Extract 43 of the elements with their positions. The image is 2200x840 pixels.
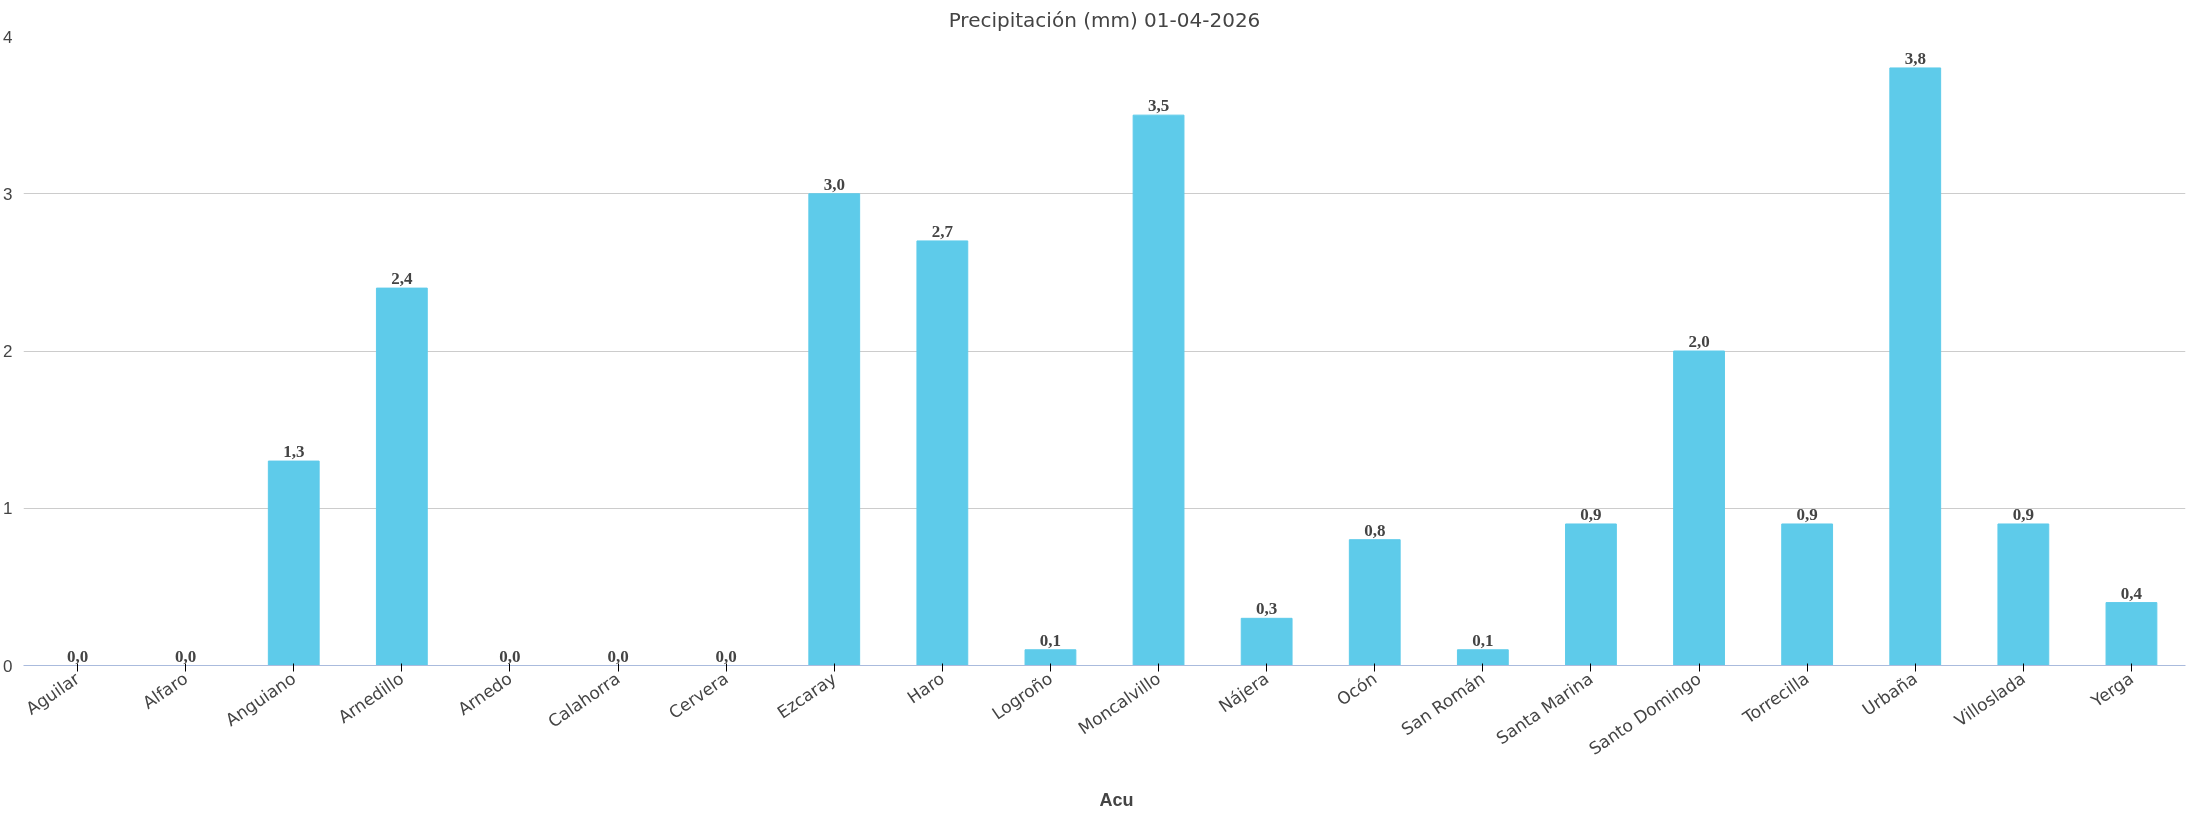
bar: [2105, 602, 2158, 666]
bar: [1240, 617, 1293, 666]
text: 0,9: [1796, 504, 1818, 524]
text: 0,0: [607, 646, 629, 666]
text: 0,9: [2012, 504, 2034, 524]
text: 3,5: [1147, 96, 1170, 116]
bar: [916, 240, 969, 666]
bar: [1024, 649, 1077, 666]
chart-title: Precipitación (mm) 01-04-2026: [948, 7, 1261, 32]
y-tick-label: 2: [3, 342, 13, 361]
bar: [1889, 67, 1942, 666]
text: 0,4: [2120, 583, 2143, 603]
text: 3,8: [1904, 48, 1926, 68]
text: 2,7: [931, 221, 953, 241]
text: 0,1: [1039, 630, 1062, 650]
text: Acu: [1099, 789, 1134, 811]
text: 0,0: [499, 646, 521, 666]
x-tick-label: Haro: [903, 668, 948, 708]
text: 0,8: [1364, 520, 1386, 540]
bar: [375, 287, 428, 666]
bar: [1781, 523, 1834, 666]
bar: [1348, 539, 1401, 666]
text: 0,1: [1472, 630, 1494, 650]
text: 2,0: [1688, 332, 1710, 351]
text: 1,3: [283, 442, 305, 462]
y-tick-label: 0: [3, 656, 13, 676]
text: 3,0: [823, 174, 845, 194]
bar: [1565, 523, 1617, 666]
bar: [1132, 114, 1185, 666]
bar: [1673, 350, 1725, 666]
text: 0,0: [715, 646, 737, 666]
bar: [1456, 649, 1509, 666]
y-tick-label: 3: [3, 184, 13, 204]
text: 0,3: [1256, 599, 1278, 619]
text: 0,0: [66, 646, 89, 666]
text: 0,9: [1580, 504, 1602, 524]
y-tick-label: 1: [3, 499, 13, 519]
text: 0,0: [175, 646, 197, 666]
bar: [1997, 523, 2050, 666]
bar: [267, 460, 320, 666]
y-tick-label: 4: [3, 27, 13, 47]
bar: [808, 193, 861, 666]
text: 2,4: [391, 269, 413, 289]
